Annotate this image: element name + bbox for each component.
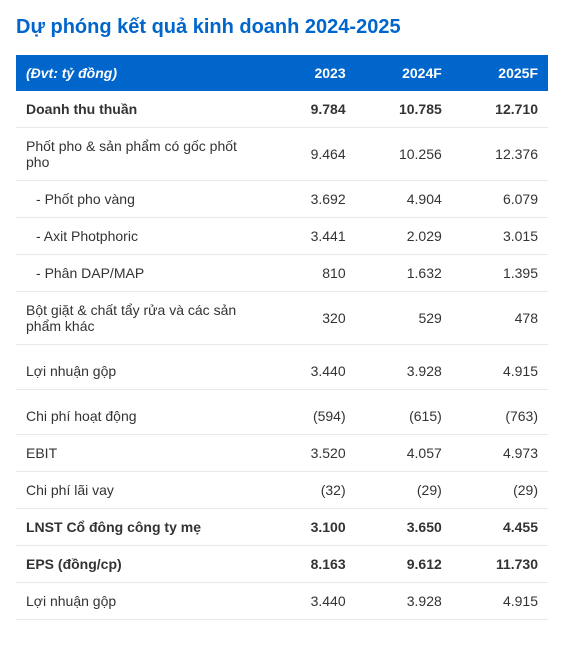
table-row: EPS (đồng/cp)8.1639.61211.730 <box>16 546 548 583</box>
table-row: Axit Photphoric3.4412.0293.015 <box>16 218 548 255</box>
header-unit: (Đvt: tỷ đồng) <box>16 55 271 91</box>
row-value: 9.464 <box>271 128 355 181</box>
table-row: Phân DAP/MAP8101.6321.395 <box>16 255 548 292</box>
table-row: Phốt pho & sản phẩm có gốc phốt pho9.464… <box>16 128 548 181</box>
row-value: 4.455 <box>452 509 548 546</box>
page-title: Dự phóng kết quả kinh doanh 2024-2025 <box>16 16 548 39</box>
row-value: 4.915 <box>452 583 548 620</box>
row-value: 12.376 <box>452 128 548 181</box>
row-label: Axit Photphoric <box>16 218 271 255</box>
row-value: 3.440 <box>271 345 355 390</box>
header-year-3: 2025F <box>452 55 548 91</box>
row-label: Bột giặt & chất tẩy rửa và các sản phẩm … <box>16 292 271 345</box>
table-row: Lợi nhuận gộp3.4403.9284.915 <box>16 583 548 620</box>
row-value: 3.441 <box>271 218 355 255</box>
row-label: Phốt pho vàng <box>16 181 271 218</box>
row-label: Phân DAP/MAP <box>16 255 271 292</box>
row-value: 3.015 <box>452 218 548 255</box>
table-row: Chi phí hoạt động(594)(615)(763) <box>16 390 548 435</box>
row-value: (615) <box>356 390 452 435</box>
row-value: 4.057 <box>356 435 452 472</box>
row-label: Lợi nhuận gộp <box>16 345 271 390</box>
row-value: 3.100 <box>271 509 355 546</box>
row-value: (594) <box>271 390 355 435</box>
row-value: 8.163 <box>271 546 355 583</box>
row-value: 3.928 <box>356 583 452 620</box>
row-value: 2.029 <box>356 218 452 255</box>
row-value: 9.612 <box>356 546 452 583</box>
row-value: (29) <box>356 472 452 509</box>
row-value: 6.079 <box>452 181 548 218</box>
row-value: 1.632 <box>356 255 452 292</box>
row-label: LNST Cổ đông công ty mẹ <box>16 509 271 546</box>
row-label: EPS (đồng/cp) <box>16 546 271 583</box>
row-label: Chi phí lãi vay <box>16 472 271 509</box>
row-value: 3.928 <box>356 345 452 390</box>
financial-table: (Đvt: tỷ đồng) 2023 2024F 2025F Doanh th… <box>16 55 548 620</box>
row-value: 10.256 <box>356 128 452 181</box>
row-value: 320 <box>271 292 355 345</box>
row-label: Phốt pho & sản phẩm có gốc phốt pho <box>16 128 271 181</box>
row-value: 529 <box>356 292 452 345</box>
row-label: Chi phí hoạt động <box>16 390 271 435</box>
row-value: (32) <box>271 472 355 509</box>
table-row: Bột giặt & chất tẩy rửa và các sản phẩm … <box>16 292 548 345</box>
table-row: Lợi nhuận gộp3.4403.9284.915 <box>16 345 548 390</box>
table-row: Phốt pho vàng3.6924.9046.079 <box>16 181 548 218</box>
row-value: 3.692 <box>271 181 355 218</box>
row-value: 12.710 <box>452 91 548 128</box>
row-label: Doanh thu thuần <box>16 91 271 128</box>
header-year-1: 2023 <box>271 55 355 91</box>
row-label: Lợi nhuận gộp <box>16 583 271 620</box>
row-value: (29) <box>452 472 548 509</box>
row-value: 3.440 <box>271 583 355 620</box>
table-row: Chi phí lãi vay(32)(29)(29) <box>16 472 548 509</box>
row-value: 9.784 <box>271 91 355 128</box>
row-value: 4.904 <box>356 181 452 218</box>
table-header-row: (Đvt: tỷ đồng) 2023 2024F 2025F <box>16 55 548 91</box>
row-value: 4.915 <box>452 345 548 390</box>
header-year-2: 2024F <box>356 55 452 91</box>
row-value: 11.730 <box>452 546 548 583</box>
row-value: 10.785 <box>356 91 452 128</box>
row-value: (763) <box>452 390 548 435</box>
table-row: EBIT3.5204.0574.973 <box>16 435 548 472</box>
row-value: 478 <box>452 292 548 345</box>
row-value: 4.973 <box>452 435 548 472</box>
row-value: 1.395 <box>452 255 548 292</box>
row-value: 810 <box>271 255 355 292</box>
table-row: LNST Cổ đông công ty mẹ3.1003.6504.455 <box>16 509 548 546</box>
table-row: Doanh thu thuần9.78410.78512.710 <box>16 91 548 128</box>
row-value: 3.650 <box>356 509 452 546</box>
row-value: 3.520 <box>271 435 355 472</box>
row-label: EBIT <box>16 435 271 472</box>
